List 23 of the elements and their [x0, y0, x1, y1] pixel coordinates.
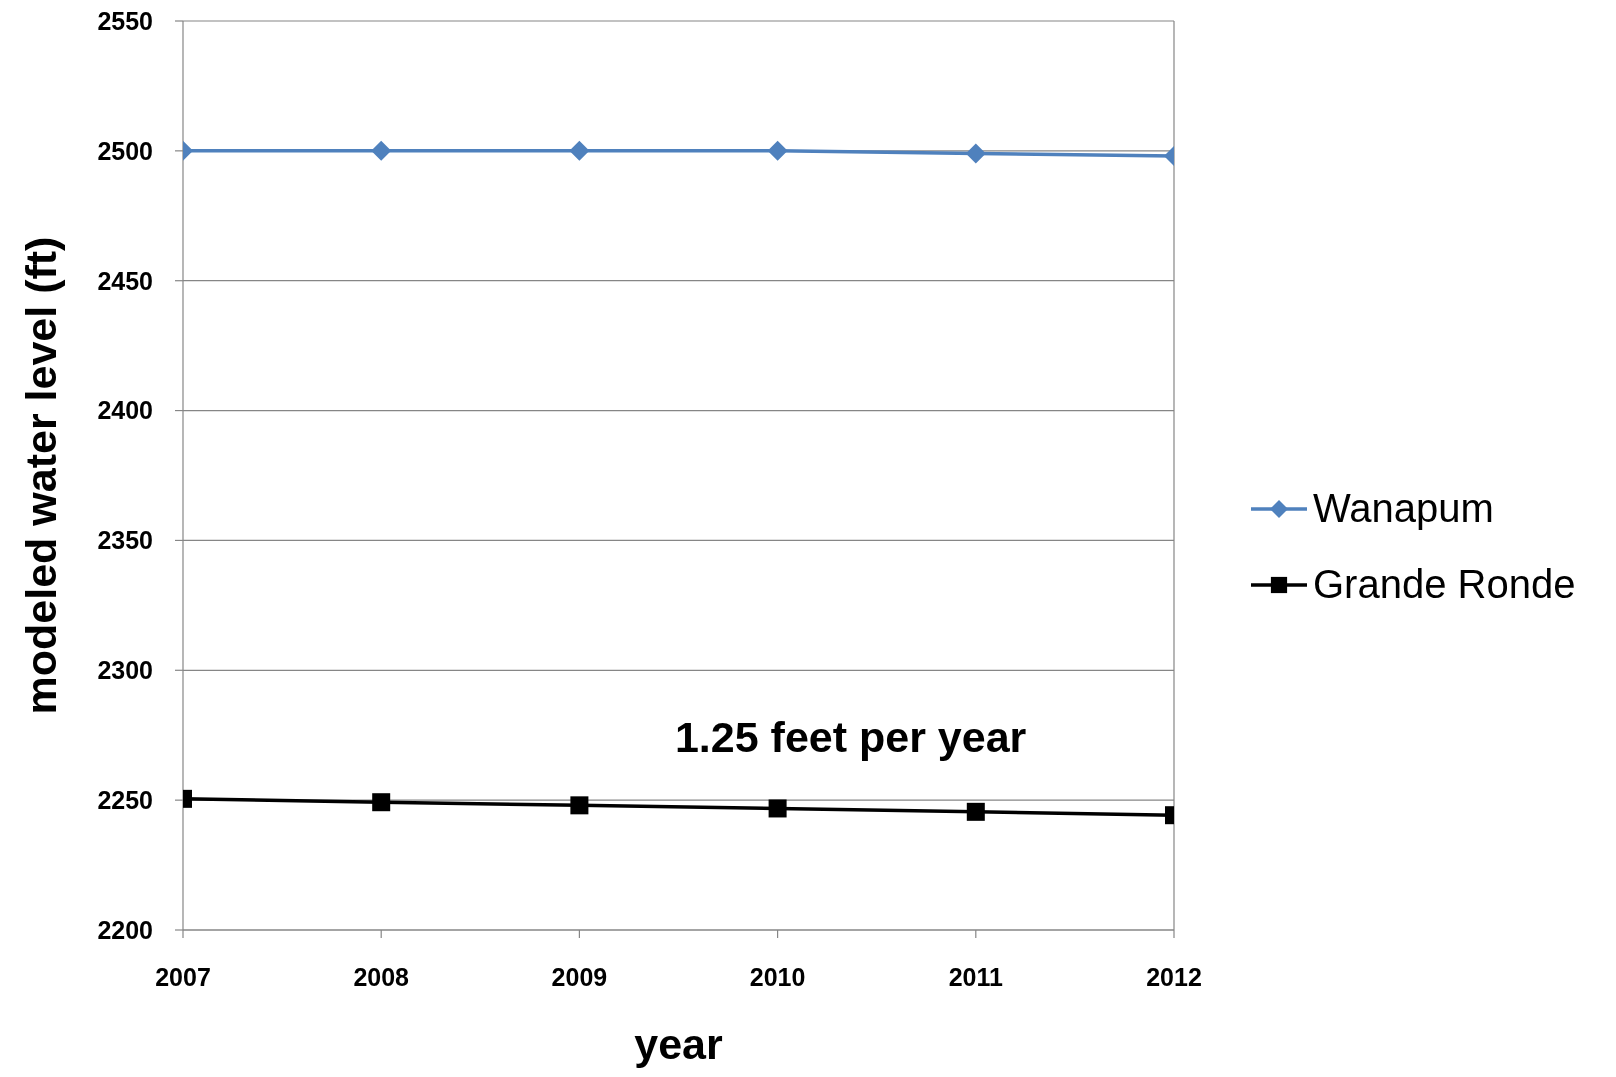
y-tick-label: 2350 [97, 526, 153, 555]
legend-label: Wanapum [1313, 486, 1494, 531]
annotation: 1.25 feet per year [674, 712, 1027, 762]
point [767, 140, 788, 161]
x-tick-label: 2010 [749, 962, 806, 991]
y-tick-label: 2550 [97, 6, 153, 35]
y-tick-label: 2200 [97, 915, 153, 944]
y-tick-label: 2250 [97, 786, 153, 815]
y-tick-label: 2400 [97, 396, 153, 425]
point [768, 799, 787, 818]
point [569, 140, 590, 161]
y-axis-title: modeled water level (ft) [17, 236, 66, 715]
y-tick-label: 2450 [97, 266, 153, 295]
x-tick-label: 2008 [353, 962, 410, 991]
legend-label: Grande Ronde [1313, 562, 1576, 607]
x-tick-label: 2009 [551, 962, 608, 991]
x-tick-label: 2011 [948, 962, 1004, 991]
point [570, 796, 589, 815]
x-tick-label: 2012 [1146, 962, 1202, 991]
y-tick-label: 2500 [97, 136, 153, 165]
x-axis-title: year [634, 1020, 723, 1068]
y-tick-label: 2300 [97, 656, 153, 685]
x-tick-label: 2007 [155, 962, 211, 991]
